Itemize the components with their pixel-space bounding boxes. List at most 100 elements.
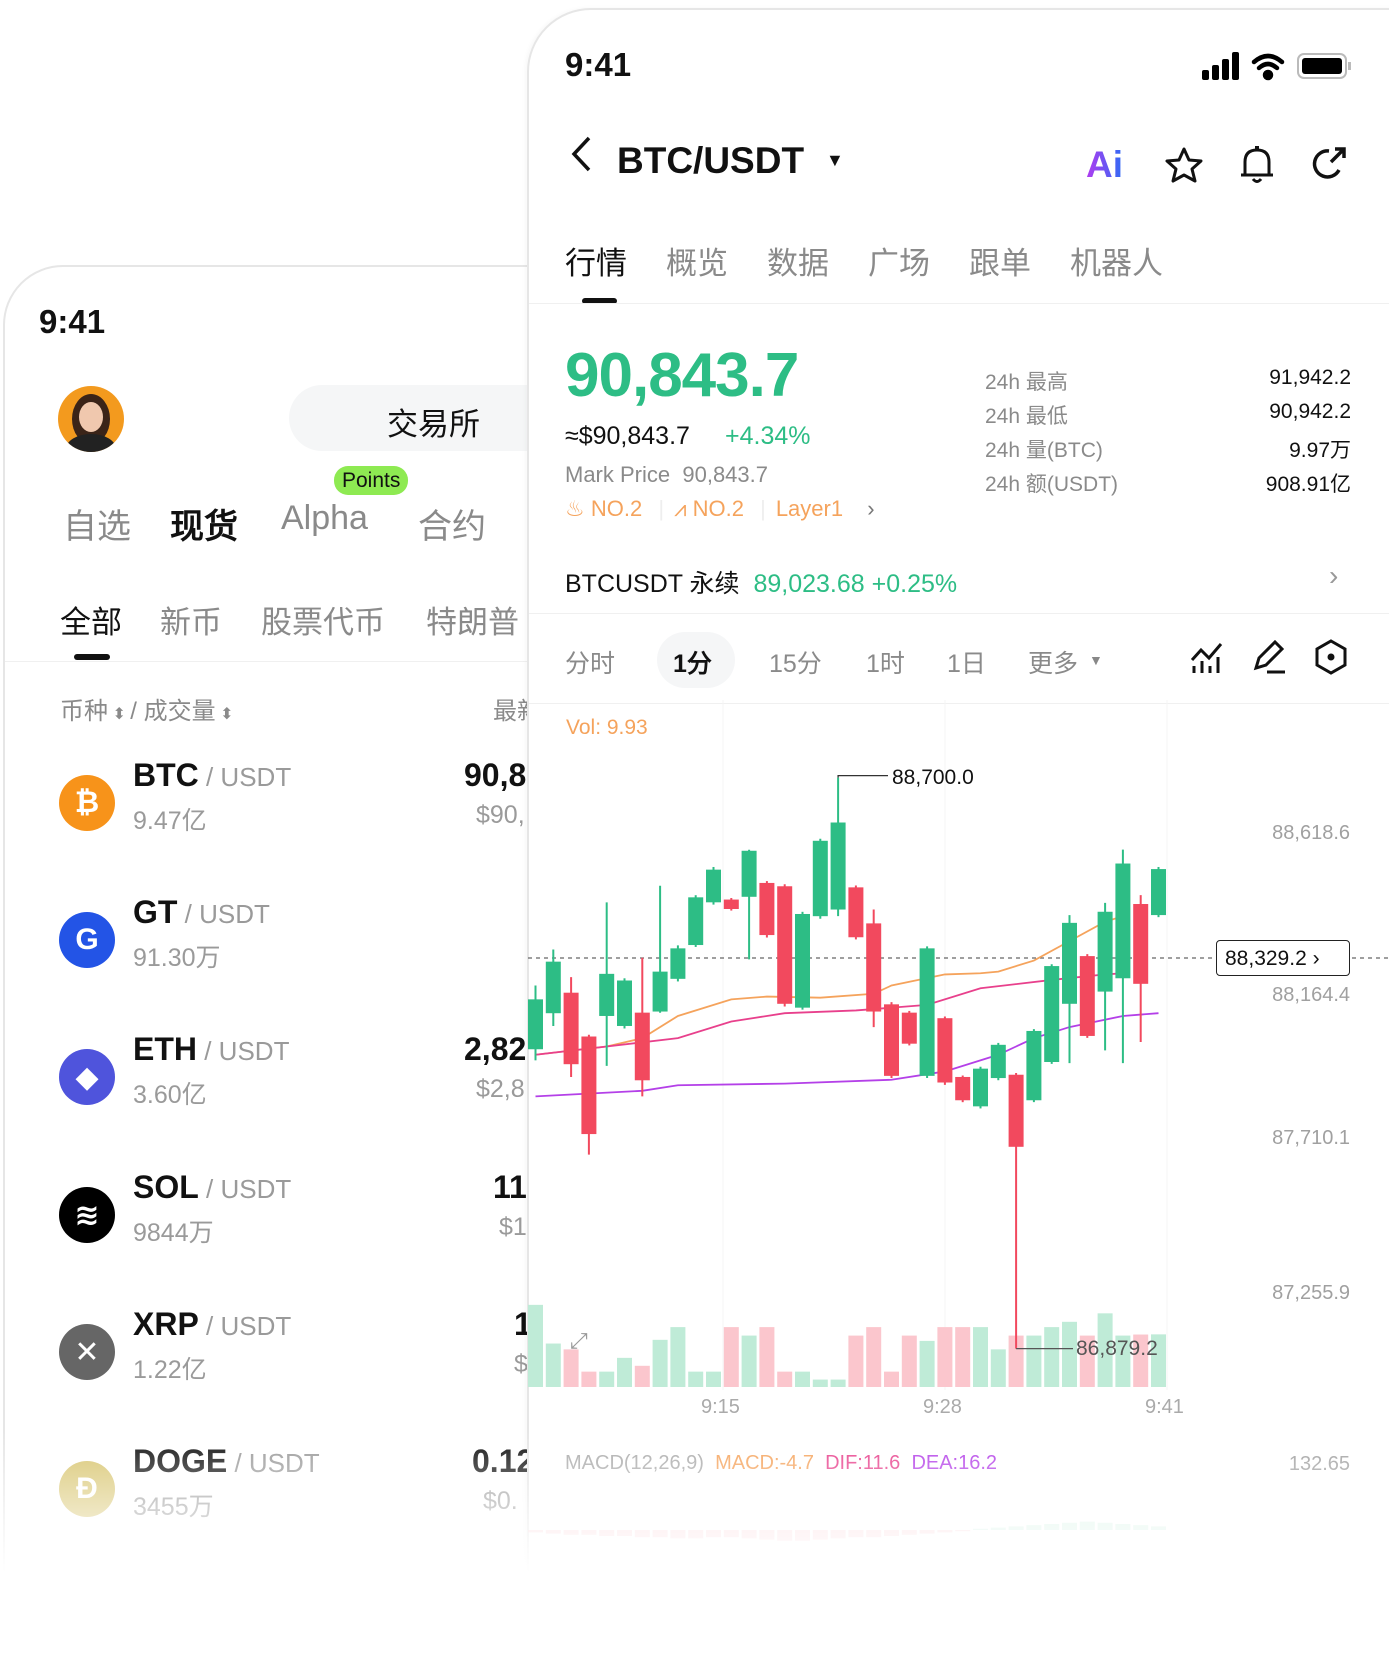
tab-2[interactable]: 数据 [767, 246, 829, 281]
subtab-all[interactable]: 全部 [60, 605, 122, 640]
macd-bar [866, 1530, 882, 1538]
refresh-icon[interactable] [1309, 144, 1349, 184]
chevron-right-icon[interactable]: › [1329, 560, 1339, 591]
macd-bar [812, 1530, 828, 1540]
macd-bar [599, 1530, 615, 1536]
volume-bar [634, 1365, 650, 1387]
sort-icon[interactable]: ⬍ [108, 706, 131, 723]
interval-3[interactable]: 1时 [866, 650, 905, 678]
macd-bar [706, 1530, 721, 1538]
coin-pair: XRP / USDT [133, 1306, 291, 1343]
volume-bar [884, 1371, 899, 1387]
interval-0[interactable]: 分时 [565, 650, 616, 678]
mark-price-value: 90,843.7 [682, 462, 768, 487]
star-icon[interactable] [1164, 146, 1204, 184]
chevron-right-icon: › [1312, 947, 1320, 970]
stat-value: 91,942.2 [1269, 366, 1351, 389]
coin-symbol: SOL [133, 1169, 199, 1205]
pair-dropdown-icon[interactable]: ▼ [826, 150, 844, 170]
interval-4[interactable]: 1日 [947, 650, 986, 678]
tab-futures[interactable]: 合约 [418, 508, 486, 546]
tab-alpha[interactable]: Alpha [281, 499, 368, 537]
tab-4[interactable]: 跟单 [969, 246, 1031, 281]
candle-body [688, 897, 704, 946]
volume-bar [901, 1335, 917, 1387]
moving-average-line [535, 915, 1124, 1056]
volume-bar [1097, 1313, 1113, 1387]
interval-1[interactable]: 1分 [673, 650, 712, 678]
volume-bar [581, 1371, 597, 1387]
tab-5[interactable]: 机器人 [1070, 246, 1163, 281]
subtab-trump[interactable]: 特朗普 [426, 605, 519, 640]
sort-coin[interactable]: 币种 [60, 698, 108, 725]
volume-bar [617, 1357, 632, 1387]
ai-icon[interactable]: Ai [1086, 144, 1123, 185]
last-price: 90,843.7 [565, 341, 799, 410]
rank-tag[interactable]: NO.2 [590, 496, 643, 521]
candle-body [1097, 911, 1113, 992]
stat-label: 24h 额(USDT) [985, 473, 1119, 496]
category-tag[interactable]: Layer1 [775, 496, 844, 521]
signal-icon [1202, 52, 1239, 80]
candle-body [1133, 904, 1149, 984]
dif-value: DIF:11.6 [825, 1452, 901, 1474]
coin-quote: / USDT [198, 1311, 292, 1341]
candle-body [759, 882, 775, 936]
indicator-icon[interactable] [1189, 640, 1225, 676]
coin-symbol: BTC [133, 757, 199, 793]
interval-2[interactable]: 15分 [769, 650, 822, 678]
bell-icon[interactable] [1237, 144, 1277, 186]
more-dropdown-icon[interactable]: ▼ [1089, 652, 1103, 668]
volume-bar [528, 1304, 543, 1387]
volume-bar [848, 1335, 864, 1387]
interval-5[interactable]: 更多 [1028, 650, 1079, 678]
perp-price: 89,023.68 [753, 570, 865, 598]
coin-pair: DOGE / USDT [133, 1443, 320, 1480]
macd-bar [990, 1527, 1006, 1530]
draw-icon[interactable] [1251, 638, 1287, 676]
sort-icon[interactable]: ⬍ [215, 706, 234, 723]
candle-body [1062, 922, 1077, 1004]
macd-value: MACD:-4.7 [715, 1452, 814, 1474]
macd-bar [652, 1530, 668, 1538]
status-time: 9:41 [565, 46, 632, 83]
macd-bar [973, 1528, 988, 1530]
volume-bar [795, 1371, 810, 1387]
rank-tag[interactable]: NO.2 [692, 496, 744, 521]
coin-volume: 1.22亿 [133, 1356, 207, 1384]
tab-3[interactable]: 广场 [868, 246, 930, 281]
subtab-stocks[interactable]: 股票代币 [261, 605, 385, 640]
back-icon[interactable] [569, 134, 593, 174]
volume-bar [973, 1327, 988, 1387]
avatar[interactable] [58, 386, 124, 452]
interval-active-bg [657, 632, 735, 688]
macd-bar [670, 1530, 686, 1539]
perp-name: BTCUSDT 永续 [565, 570, 740, 598]
exchange-label: 交易所 [387, 407, 480, 442]
coin-symbol: ETH [133, 1031, 197, 1067]
tab-0[interactable]: 行情 [565, 246, 627, 281]
fire-icon: ♨ [565, 496, 585, 521]
macd-title: MACD(12,26,9) [565, 1452, 704, 1474]
tab-spot[interactable]: 现货 [170, 508, 238, 546]
volume-bar [545, 1343, 561, 1387]
volume-bar [955, 1327, 971, 1387]
macd-bar [795, 1530, 810, 1541]
tab-1[interactable]: 概览 [666, 246, 728, 281]
subtab-new[interactable]: 新币 [160, 605, 222, 640]
settings-hexagon-icon[interactable] [1313, 638, 1349, 676]
pair-title[interactable]: BTC/USDT [617, 140, 805, 181]
expand-icon[interactable]: ⤢ [570, 1328, 588, 1353]
tags-row[interactable]: ♨ NO.2 | ⩘ NO.2 | Layer1 › [565, 496, 875, 521]
bitcoin-icon: ₿ [59, 775, 115, 831]
volume-bar [1062, 1321, 1077, 1387]
volume-bar [652, 1339, 668, 1387]
last-price-tag[interactable]: 88,329.2 › [1216, 940, 1350, 976]
sort-volume[interactable]: 成交量 [143, 698, 216, 725]
chevron-right-icon[interactable]: › [867, 496, 875, 521]
perp-row[interactable]: BTCUSDT 永续 89,023.68 +0.25% [565, 564, 957, 600]
candle-body [1008, 1074, 1024, 1147]
tab-watchlist[interactable]: 自选 [63, 508, 131, 546]
coin-quote: / USDT [198, 762, 292, 792]
macd-bar [1079, 1521, 1095, 1530]
